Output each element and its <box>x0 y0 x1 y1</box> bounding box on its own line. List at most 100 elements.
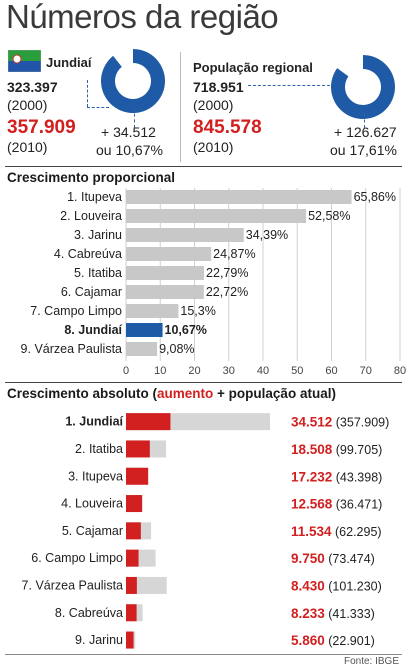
section1-rule <box>5 166 402 167</box>
increase-bar <box>126 467 149 485</box>
jundiai-year-2000: (2000) <box>7 97 48 113</box>
regional-connector-h <box>248 85 330 86</box>
value-label: 10,67% <box>165 323 207 337</box>
category-label: 8. Cabreúva <box>55 606 123 620</box>
category-label: 7. Várzea Paulista <box>22 578 123 592</box>
regional-increase-connector <box>364 114 365 128</box>
value-label: 52,58% <box>308 209 350 223</box>
bar <box>126 209 307 223</box>
value-label: 65,86% <box>354 190 396 204</box>
category-label: 1. Itupeva <box>67 190 122 204</box>
value-label: 17.232 (43.398) <box>291 469 382 484</box>
bar <box>126 247 212 261</box>
category-label: 6. Campo Limpo <box>31 551 123 565</box>
x-tick-label: 10 <box>154 365 166 375</box>
bar <box>126 228 244 242</box>
footer-rule <box>5 654 402 655</box>
jundiai-pop-2010: 357.909 <box>7 117 76 138</box>
bar <box>126 304 179 318</box>
regional-pop-2000: 718.951 <box>193 79 244 95</box>
x-tick-label: 50 <box>291 365 303 375</box>
jundiai-increase: + 34.512 <box>101 124 156 140</box>
population-label: (73.474) <box>325 552 375 566</box>
regional-name: População regional <box>193 60 313 75</box>
increase-label: 18.508 <box>291 442 333 457</box>
category-label: 2. Louveira <box>60 209 122 223</box>
category-label: 1. Jundiaí <box>65 415 123 429</box>
section2-title-prefix: Crescimento absoluto ( <box>7 386 158 401</box>
value-label: 12.568 (36.471) <box>291 497 382 512</box>
increase-bar <box>126 522 141 540</box>
population-label: (101.230) <box>325 579 382 593</box>
jundiai-name: Jundiaí <box>46 55 92 70</box>
increase-label: 17.232 <box>291 469 332 484</box>
value-label: 9.750 (73.474) <box>291 551 375 566</box>
section2-title: Crescimento absoluto (aumento + populaçã… <box>7 386 336 401</box>
jundiai-connector-h <box>87 107 109 108</box>
category-label: 9. Várzea Paulista <box>21 342 122 356</box>
bar <box>126 323 163 337</box>
value-label: 15,3% <box>180 304 215 318</box>
increase-label: 9.750 <box>291 551 325 566</box>
section2-rule <box>5 382 402 383</box>
category-label: 5. Itatiba <box>74 266 122 280</box>
jundiai-year-2010: (2010) <box>7 139 48 155</box>
x-tick-label: 0 <box>123 365 129 375</box>
value-label: 5.860 (22.901) <box>291 633 375 648</box>
jundiai-increase-connector <box>134 108 135 128</box>
page-title: Números da região <box>6 0 279 35</box>
increase-label: 34.512 <box>291 415 332 430</box>
bar <box>126 342 158 356</box>
bar <box>126 190 352 204</box>
population-label: (41.333) <box>325 607 375 621</box>
divider-vertical <box>180 52 181 162</box>
regional-increase: + 126.627 <box>334 124 397 140</box>
increase-bar <box>126 440 150 458</box>
bar <box>126 285 204 299</box>
value-label: 22,72% <box>206 285 248 299</box>
category-label: 2. Itatiba <box>75 442 123 456</box>
value-label: 11.534 (62.295) <box>291 524 382 539</box>
increase-label: 8.430 <box>291 578 325 593</box>
regional-year-2010: (2010) <box>193 139 234 155</box>
category-label: 3. Jarinu <box>74 228 122 242</box>
regional-increase-pct: ou 17,61% <box>330 142 397 158</box>
bar <box>126 266 205 280</box>
jundiai-pop-2000: 323.397 <box>7 79 58 95</box>
population-label: (62.295) <box>332 525 382 539</box>
jundiai-flag-icon <box>7 49 42 73</box>
category-label: 9. Jarinu <box>75 633 123 647</box>
increase-bar <box>126 495 143 513</box>
x-tick-label: 70 <box>360 365 372 375</box>
value-label: 22,79% <box>206 266 248 280</box>
increase-bar <box>126 631 134 649</box>
section1-title: Crescimento proporcional <box>7 170 176 185</box>
category-label: 4. Cabreúva <box>54 247 122 261</box>
increase-label: 11.534 <box>291 524 332 539</box>
x-tick-label: 20 <box>188 365 200 375</box>
regional-donut-slice <box>331 55 395 119</box>
increase-label: 5.860 <box>291 633 325 648</box>
jundiai-connector-v <box>87 80 88 107</box>
regional-pop-2010: 845.578 <box>193 117 262 138</box>
value-label: 9,08% <box>159 342 194 356</box>
value-label: 24,87% <box>213 247 255 261</box>
jundiai-donut <box>101 49 165 113</box>
x-tick-label: 40 <box>257 365 269 375</box>
value-label: 18.508 (99.705) <box>291 442 382 457</box>
population-label: (99.705) <box>332 443 382 457</box>
category-label: 5. Cajamar <box>62 524 123 538</box>
chart-proportional: 0 10 20 30 40 50 60 70 80 1. Itupeva 65,86% 2. Louv… <box>21 188 406 375</box>
value-label: 8.430 (101.230) <box>291 578 382 593</box>
increase-bar <box>126 576 137 594</box>
regional-donut <box>331 55 395 119</box>
x-tick-label: 30 <box>223 365 235 375</box>
category-label: 6. Cajamar <box>61 285 122 299</box>
population-label: (36.471) <box>332 498 382 512</box>
increase-label: 12.568 <box>291 497 333 512</box>
jundiai-increase-pct: ou 10,67% <box>96 142 163 158</box>
increase-bar <box>126 413 171 431</box>
value-label: 34,39% <box>246 228 288 242</box>
category-label: 4. Louveira <box>61 497 123 511</box>
increase-bar <box>126 604 137 622</box>
